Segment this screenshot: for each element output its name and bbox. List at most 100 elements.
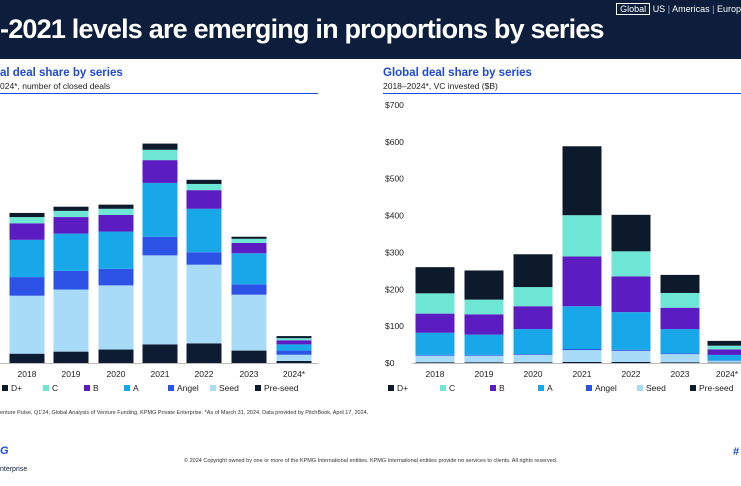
right-legend-label-a: A — [547, 383, 553, 393]
left-bar-b-2022 — [186, 190, 222, 209]
region-separator: | — [667, 4, 671, 14]
region-tabs: Global US | Americas | Europ — [616, 3, 741, 15]
right-bar-pre-seed-2020 — [513, 362, 553, 363]
right-legend-swatch-seed — [637, 385, 643, 391]
left-legend-swatch-b — [84, 385, 90, 391]
left-bar-pre-seed-2022 — [186, 343, 222, 363]
right-legend-label-d: D+ — [397, 383, 408, 393]
left-bar-c-2024 — [276, 338, 312, 341]
left-legend-swatch-d — [2, 385, 8, 391]
left-bar-c-2021 — [142, 149, 178, 161]
right-chart-subtitle: 2018–2024*, VC invested ($B) — [383, 81, 498, 91]
left-bar-a-2020 — [98, 231, 134, 269]
right-legend-swatch-pre-seed — [690, 385, 696, 391]
right-bar-seed-2020 — [513, 354, 553, 363]
right-x-tick-label: 2018 — [426, 369, 445, 379]
right-bar-b-2019 — [464, 314, 504, 335]
left-x-tick-label: 2023 — [240, 369, 259, 379]
right-bar-pre-seed-2021 — [562, 361, 602, 363]
copyright-text: © 2024 Copyright owned by one or more of… — [184, 458, 558, 464]
left-bar-angel-2023 — [231, 284, 267, 295]
right-bar-c-2019 — [464, 299, 504, 315]
left-bar-angel-2020 — [98, 268, 134, 286]
right-bar-seed-2023 — [660, 354, 700, 363]
right-legend-swatch-c — [440, 385, 446, 391]
right-chart-title: Global deal share by series — [383, 67, 532, 79]
left-bar-a-2024 — [276, 344, 312, 351]
left-bar-angel-2022 — [186, 252, 222, 265]
left-bar-c-2022 — [186, 183, 222, 191]
left-bar-angel-2019 — [53, 270, 89, 290]
source-note: enture Pulse, Q1'24, Global Analysis of … — [0, 410, 369, 416]
left-bar-c-2019 — [53, 210, 89, 218]
left-bar-seed-2019 — [53, 289, 89, 352]
left-chart-rule — [0, 93, 318, 94]
right-bar-c-2021 — [562, 215, 602, 257]
right-bar-seed-2021 — [562, 350, 602, 362]
right-bar-c-2023 — [660, 292, 700, 308]
right-bar-b-2023 — [660, 307, 700, 330]
right-bar-d-2021 — [562, 146, 602, 216]
left-bar-c-2020 — [98, 208, 134, 215]
kpmg-logo: G — [0, 445, 9, 457]
left-bar-d-2018 — [9, 212, 45, 218]
left-bar-pre-seed-2019 — [53, 351, 89, 363]
left-bar-angel-2018 — [9, 277, 45, 296]
right-bar-c-2020 — [513, 287, 553, 307]
left-bar-b-2023 — [231, 242, 267, 254]
region-tab-global[interactable]: Global — [616, 3, 651, 15]
left-bar-d-2023 — [231, 236, 267, 239]
right-bar-angel-2022 — [611, 349, 651, 351]
region-tab-europe[interactable]: Europ — [716, 4, 741, 14]
left-x-tick-label: 2018 — [18, 369, 37, 379]
hashtag-text: # — [733, 446, 740, 458]
right-legend-label-angel: Angel — [595, 383, 617, 393]
left-bar-a-2023 — [231, 253, 267, 285]
left-bar-seed-2018 — [9, 295, 45, 354]
right-bar-d-2024 — [707, 340, 741, 346]
right-bar-seed-2018 — [415, 355, 455, 363]
right-bar-a-2023 — [660, 329, 700, 354]
header-bar: -2021 levels are emerging in proportions… — [0, 0, 741, 59]
right-legend-swatch-b — [490, 385, 496, 391]
region-tab-americas[interactable]: Americas — [672, 4, 710, 14]
left-bar-b-2018 — [9, 223, 45, 240]
right-bar-seed-2019 — [464, 355, 504, 363]
right-bar-b-2022 — [611, 276, 651, 313]
left-bar-angel-2024 — [276, 350, 312, 355]
right-bar-b-2024 — [707, 349, 741, 355]
left-legend-swatch-pre-seed — [255, 385, 261, 391]
right-y-tick-label: $500 — [385, 174, 404, 184]
right-bar-a-2018 — [415, 332, 455, 355]
left-x-tick-label: 2022 — [195, 369, 214, 379]
right-x-tick-label: 2022 — [622, 369, 641, 379]
right-bar-pre-seed-2019 — [464, 362, 504, 363]
left-legend-label-angel: Angel — [177, 383, 199, 393]
right-y-tick-label: $400 — [385, 211, 404, 221]
right-x-tick-label: 2019 — [475, 369, 494, 379]
right-bar-a-2022 — [611, 312, 651, 350]
right-bar-a-2020 — [513, 329, 553, 355]
right-y-tick-label: $0 — [385, 358, 395, 368]
left-legend-label-seed: Seed — [219, 383, 239, 393]
region-tab-us[interactable]: US — [652, 4, 666, 14]
right-bar-c-2024 — [707, 345, 741, 350]
left-bar-a-2019 — [53, 233, 89, 271]
right-legend-label-pre-seed: Pre-seed — [699, 383, 734, 393]
left-bar-b-2020 — [98, 214, 134, 232]
right-bar-a-2021 — [562, 306, 602, 349]
left-bar-seed-2023 — [231, 294, 267, 351]
left-x-tick-label: 2019 — [62, 369, 81, 379]
left-bar-c-2023 — [231, 238, 267, 243]
left-legend-label-a: A — [133, 383, 139, 393]
left-legend-swatch-c — [43, 385, 49, 391]
left-bar-a-2021 — [142, 182, 178, 237]
left-bar-a-2018 — [9, 239, 45, 278]
right-bar-pre-seed-2018 — [415, 362, 455, 363]
right-legend-label-b: B — [499, 383, 505, 393]
left-bar-b-2021 — [142, 160, 178, 183]
right-bar-seed-2022 — [611, 350, 651, 362]
right-bar-d-2020 — [513, 254, 553, 288]
right-bar-a-2019 — [464, 334, 504, 355]
right-legend-swatch-angel — [586, 385, 592, 391]
